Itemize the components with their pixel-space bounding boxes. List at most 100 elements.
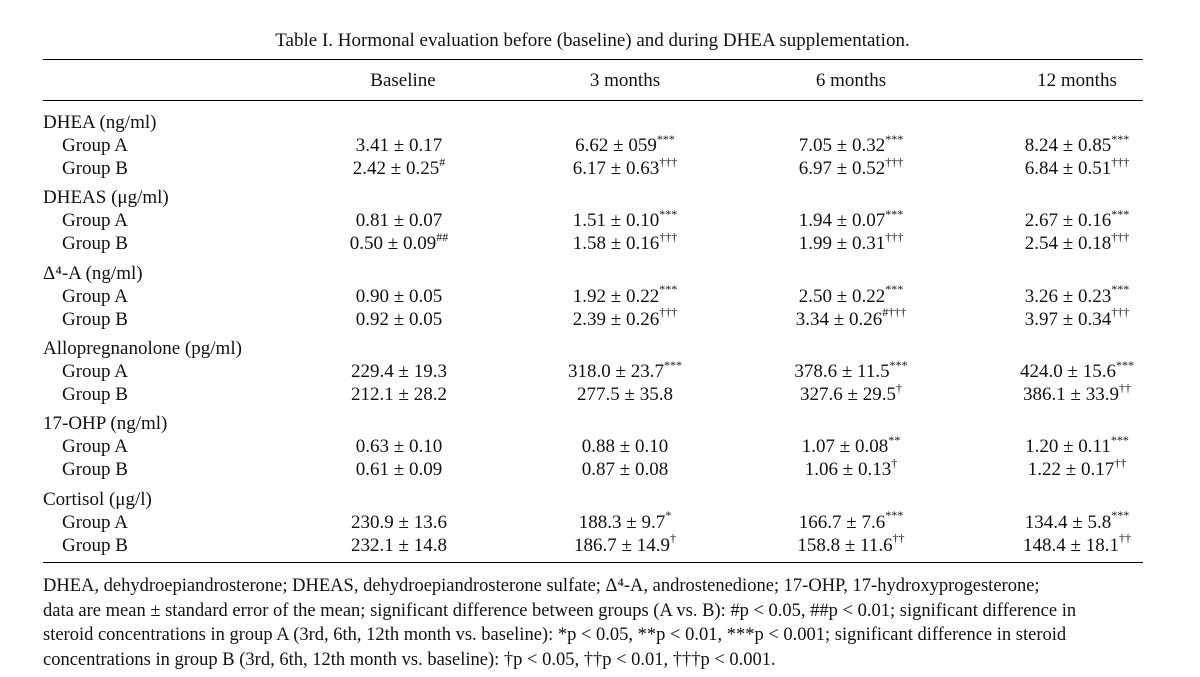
- significance-marker: #†††: [882, 305, 907, 320]
- section-label: Cortisol (μg/l): [43, 488, 152, 510]
- footnote-line: concentrations in group B (3rd, 6th, 12t…: [43, 649, 776, 670]
- table-cell: 2.39 ± 0.26†††: [495, 305, 755, 331]
- significance-marker: ***: [1111, 206, 1130, 221]
- cell-value: 3.97 ± 0.34: [1024, 308, 1112, 330]
- significance-marker: †††: [659, 305, 678, 320]
- table-cell: 1.07 ± 0.08**: [721, 432, 981, 458]
- significance-marker: †††: [885, 154, 904, 169]
- cell-value: 2.42 ± 0.25: [352, 158, 440, 179]
- section-label: Δ⁴-A (ng/ml): [43, 262, 143, 284]
- cell-value: 1.94 ± 0.07: [798, 210, 886, 232]
- cell-value: 386.1 ± 33.9: [1023, 383, 1119, 405]
- cell-value: 6.84 ± 0.51: [1024, 158, 1112, 179]
- cell-value: 1.22 ± 0.17: [1027, 459, 1115, 481]
- table-cell: 277.5 ± 35.8: [495, 383, 755, 406]
- table-cell: 3.41 ± 0.17: [269, 134, 529, 157]
- significance-marker: ***: [1111, 282, 1130, 297]
- significance-marker: ***: [656, 131, 675, 146]
- cell-value: 1.92 ± 0.22: [572, 285, 660, 307]
- table-cell: 0.63 ± 0.10: [269, 435, 529, 458]
- cell-value: 318.0 ± 23.7: [568, 360, 664, 382]
- cell-value: 424.0 ± 15.6: [1020, 360, 1116, 382]
- group-label: Group B: [62, 158, 128, 179]
- table-cell: 6.97 ± 0.52†††: [721, 154, 981, 180]
- significance-marker: ***: [659, 206, 678, 221]
- significance-marker: ***: [659, 282, 678, 297]
- significance-marker: **: [888, 432, 901, 447]
- cell-value: 1.51 ± 0.10: [572, 210, 660, 232]
- significance-marker: ***: [663, 357, 682, 372]
- cell-value: 3.34 ± 0.26: [795, 308, 883, 330]
- table-cell: 3.97 ± 0.34†††: [947, 305, 1200, 331]
- cell-value: 148.4 ± 18.1: [1023, 534, 1119, 556]
- cell-value: 1.06 ± 0.13: [804, 459, 892, 481]
- cell-value: 0.87 ± 0.08: [581, 459, 669, 481]
- table-cell: 6.62 ± 059***: [495, 131, 755, 157]
- group-label: Group A: [62, 360, 128, 382]
- cell-value: 1.58 ± 0.16: [572, 233, 660, 255]
- table-cell: 2.42 ± 0.25#: [269, 154, 529, 180]
- significance-marker: ***: [1111, 131, 1130, 146]
- table-cell: 229.4 ± 19.3: [269, 360, 529, 383]
- significance-marker: ***: [885, 131, 904, 146]
- cell-value: 2.67 ± 0.16: [1024, 210, 1112, 232]
- group-label: Group B: [62, 459, 128, 481]
- table-cell: 378.6 ± 11.5***: [721, 357, 981, 383]
- cell-value: 2.50 ± 0.22: [798, 285, 886, 307]
- table-cell: 0.61 ± 0.09: [269, 458, 529, 481]
- group-label: Group A: [62, 511, 128, 533]
- header-rule: [43, 100, 1143, 101]
- table-cell: 188.3 ± 9.7*: [495, 509, 755, 534]
- cell-value: 327.6 ± 29.5: [800, 383, 896, 405]
- cell-value: 229.4 ± 19.3: [351, 360, 447, 382]
- table-cell: 0.50 ± 0.09##: [269, 229, 529, 255]
- group-label: Group B: [62, 233, 128, 255]
- table-cell: 6.17 ± 0.63†††: [495, 156, 755, 180]
- cell-value: 0.63 ± 0.10: [355, 436, 443, 458]
- cell-value: 188.3 ± 9.7: [578, 511, 666, 533]
- table-cell: 2.50 ± 0.22***: [721, 283, 981, 308]
- footnote-line: DHEA, dehydroepiandrosterone; DHEAS, deh…: [43, 576, 1040, 596]
- table-cell: 3.34 ± 0.26#†††: [721, 305, 981, 331]
- cell-value: 0.50 ± 0.09: [349, 233, 437, 255]
- group-label: Group A: [62, 135, 128, 156]
- significance-marker: ##: [436, 229, 449, 244]
- significance-marker: ††: [1114, 455, 1127, 470]
- significance-marker: #: [439, 154, 446, 169]
- cell-value: 134.4 ± 5.8: [1024, 511, 1112, 533]
- cell-value: 186.7 ± 14.9: [574, 534, 670, 556]
- cell-value: 2.39 ± 0.26: [572, 308, 660, 330]
- table-cell: 232.1 ± 14.8: [269, 534, 529, 557]
- table-cell: 386.1 ± 33.9††: [947, 380, 1200, 406]
- table-cell: 6.84 ± 0.51†††: [947, 154, 1200, 180]
- bottom-rule: [43, 562, 1143, 563]
- cell-value: 7.05 ± 0.32: [798, 135, 886, 156]
- top-rule: [43, 59, 1143, 60]
- table-cell: 0.81 ± 0.07: [269, 209, 529, 232]
- significance-marker: ††: [1118, 380, 1131, 395]
- cell-value: 158.8 ± 11.6: [797, 534, 893, 556]
- table-cell: 318.0 ± 23.7***: [495, 357, 755, 383]
- significance-marker: †††: [1111, 305, 1130, 320]
- cell-value: 1.07 ± 0.08: [801, 436, 889, 458]
- column-header-12-months: 12 months: [1037, 70, 1117, 91]
- significance-marker: ***: [1111, 508, 1130, 523]
- cell-value: 277.5 ± 35.8: [577, 383, 673, 405]
- column-header-3-months: 3 months: [589, 70, 661, 91]
- significance-marker: †††: [1111, 229, 1130, 244]
- significance-marker: ***: [885, 508, 904, 523]
- significance-marker: †: [669, 531, 676, 546]
- footnote-line: steroid concentrations in group A (3rd, …: [43, 625, 1067, 645]
- group-label: Group B: [62, 383, 128, 405]
- table-cell: 1.99 ± 0.31†††: [721, 231, 981, 255]
- table-cell: 0.88 ± 0.10: [495, 435, 755, 458]
- table-cell: 2.67 ± 0.16***: [947, 206, 1200, 232]
- table-cell: 1.20 ± 0.11***: [947, 434, 1200, 458]
- cell-value: 230.9 ± 13.6: [351, 511, 447, 533]
- section-label: DHEAS (μg/ml): [43, 187, 169, 209]
- significance-marker: †††: [1111, 154, 1130, 169]
- table-cell: 1.51 ± 0.10***: [495, 206, 755, 232]
- table-cell: 148.4 ± 18.1††: [947, 532, 1200, 557]
- significance-marker: ***: [889, 357, 908, 372]
- significance-marker: ††: [892, 531, 905, 546]
